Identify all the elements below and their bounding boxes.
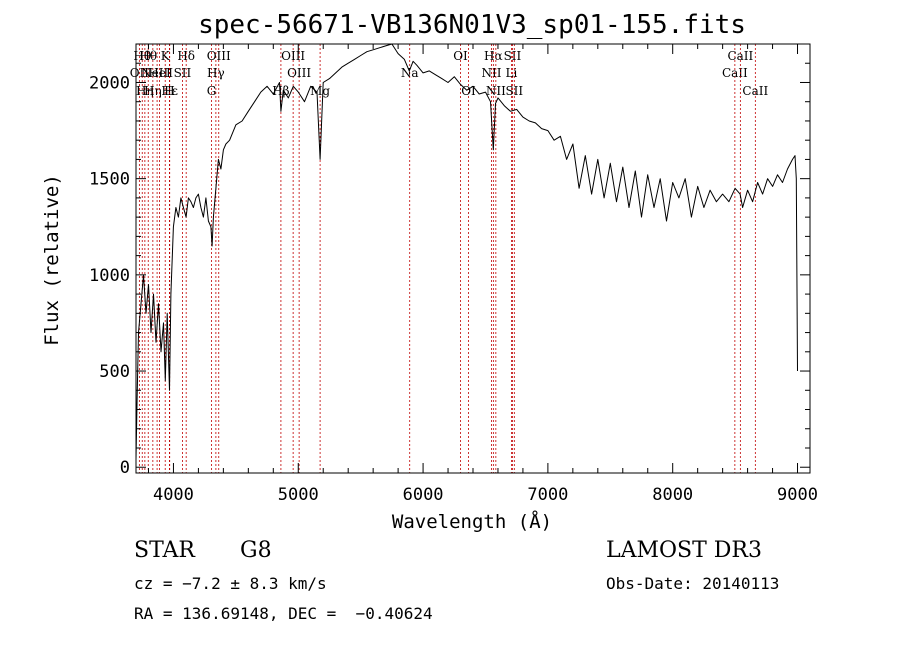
object-class: STAR: [134, 538, 195, 563]
y-tick-label: 1500: [89, 170, 130, 190]
chart-title: spec-56671-VB136N01V3_sp01-155.fits: [198, 10, 746, 40]
line-label: CaII: [742, 84, 768, 98]
line-label: Hα: [484, 49, 503, 63]
line-label: K: [161, 49, 171, 63]
x-axis-label: Wavelength (Å): [392, 510, 552, 533]
x-tick-label: 4000: [153, 485, 194, 505]
line-label: SII: [505, 84, 523, 98]
line-label: OIII: [207, 49, 231, 63]
line-label: CaII: [727, 49, 753, 63]
x-tick-label: 9000: [777, 485, 818, 505]
x-tick-label: 6000: [403, 485, 444, 505]
line-label: Li: [506, 66, 518, 80]
line-label: G: [207, 84, 217, 98]
line-label: NII: [481, 66, 501, 80]
axis-ticks: 4000 5000 6000 7000 8000 9000 0 500 1000 1500 2000: [89, 44, 818, 505]
line-label: Hθ: [139, 49, 157, 63]
line-label: Hε: [161, 84, 178, 98]
line-label: Na: [401, 66, 419, 80]
line-label: SII: [504, 49, 522, 63]
obs-date-text: Obs-Date: 20140113: [606, 574, 780, 593]
line-label: OI: [461, 84, 476, 98]
y-axis-label: Flux (relative): [41, 174, 63, 346]
y-tick-label: 1000: [89, 266, 130, 286]
coordinates-text: RA = 136.69148, DEC = −0.40624: [134, 604, 433, 623]
line-label: OIII: [281, 49, 305, 63]
flux-series: [135, 43, 798, 460]
line-label: Hγ: [207, 66, 225, 80]
spectral-subclass: G8: [240, 538, 272, 563]
x-tick-label: 5000: [278, 485, 319, 505]
plot-frame: [135, 43, 811, 474]
line-label: HeI: [148, 66, 171, 80]
redshift-text: cz = −7.2 ± 8.3 km/s: [134, 574, 327, 593]
line-label: OI: [453, 49, 468, 63]
spectral-line-markers: OIIHθHηHθHηNeIIIHeIKHεHSIIHδGHγOIIIHβOII…: [130, 44, 768, 473]
line-label: NII: [486, 84, 506, 98]
line-label: OIII: [287, 66, 311, 80]
line-label: Hδ: [177, 49, 195, 63]
survey-name: LAMOST DR3: [606, 538, 762, 563]
y-tick-label: 0: [120, 458, 130, 478]
line-label: CaII: [722, 66, 748, 80]
x-tick-label: 8000: [652, 485, 693, 505]
flux-line: [135, 43, 798, 460]
y-tick-label: 500: [99, 362, 130, 382]
line-label: SII: [174, 66, 192, 80]
line-label: OII: [130, 66, 150, 80]
y-tick-label: 2000: [89, 73, 130, 93]
line-label: H: [164, 84, 174, 98]
line-label: Hθ: [133, 49, 151, 63]
x-tick-label: 7000: [527, 485, 568, 505]
line-label: Hη: [144, 84, 162, 98]
line-label: Hη: [136, 84, 154, 98]
line-label: Mg: [310, 84, 330, 98]
